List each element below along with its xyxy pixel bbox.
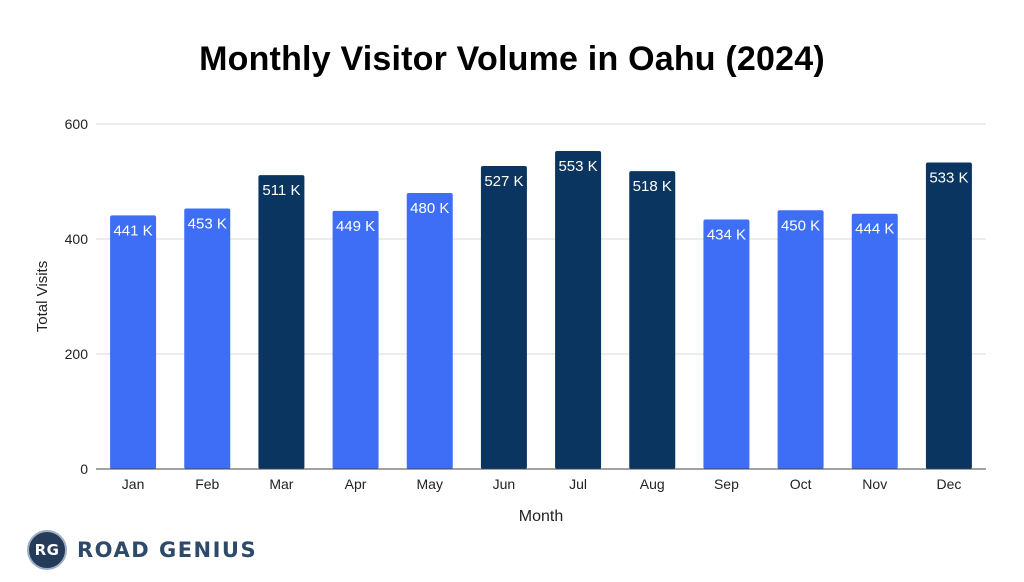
- x-tick-label: Nov: [862, 476, 887, 492]
- y-tick-labels: 0 200 400 600: [65, 116, 89, 477]
- x-tick-label: Apr: [345, 476, 367, 492]
- y-axis-title: Total Visits: [34, 261, 51, 332]
- x-tick-labels: Jan Feb Mar Apr May Jun Jul Aug Sep Oct Nov Dec: [122, 476, 962, 492]
- brand-badge-icon: RG: [27, 530, 67, 570]
- data-label: 444 K: [855, 221, 894, 238]
- bar-aug: [629, 171, 676, 469]
- y-tick-label: 600: [65, 116, 89, 132]
- data-label: 450 K: [781, 217, 820, 234]
- data-label: 434 K: [707, 226, 746, 243]
- x-tick-label: Sep: [714, 476, 739, 492]
- bar-mar: [258, 175, 305, 470]
- data-label: 449 K: [336, 218, 375, 235]
- x-tick-label: Mar: [269, 476, 293, 492]
- brand-name: ROAD GENIUS: [77, 538, 258, 562]
- bar-jan: [110, 215, 157, 469]
- data-label: 480 K: [410, 200, 449, 217]
- data-label: 533 K: [929, 170, 968, 187]
- data-label: 553 K: [558, 158, 597, 175]
- bar-feb: [184, 208, 231, 469]
- x-axis-title: Month: [519, 508, 563, 525]
- bar-nov: [851, 213, 898, 469]
- x-tick-label: Jun: [493, 476, 516, 492]
- brand-logo: RG ROAD GENIUS: [27, 528, 257, 572]
- x-tick-label: Aug: [640, 476, 665, 492]
- bars: [110, 151, 972, 470]
- bar-oct: [777, 210, 824, 469]
- bar-jul: [555, 151, 602, 469]
- x-tick-label: Dec: [936, 476, 961, 492]
- x-tick-label: Feb: [195, 476, 219, 492]
- data-label: 453 K: [188, 216, 227, 233]
- bar-dec: [925, 162, 972, 469]
- bar-jun: [480, 165, 527, 469]
- x-tick-label: Jan: [122, 476, 145, 492]
- chart-title: Monthly Visitor Volume in Oahu (2024): [199, 40, 825, 78]
- y-tick-label: 200: [65, 346, 89, 362]
- data-label: 511 K: [262, 182, 300, 199]
- y-tick-label: 400: [65, 231, 89, 247]
- y-tick-label: 0: [80, 461, 88, 477]
- x-tick-label: Jul: [569, 476, 587, 492]
- bar-sep: [703, 219, 750, 469]
- data-label: 441 K: [113, 222, 152, 239]
- x-tick-label: Oct: [790, 476, 812, 492]
- grid-lines: [96, 123, 986, 355]
- data-label: 527 K: [484, 173, 523, 190]
- bar-may: [406, 193, 453, 469]
- data-label: 518 K: [633, 178, 672, 195]
- x-tick-label: May: [417, 476, 443, 492]
- bar-apr: [332, 210, 379, 469]
- data-labels: 441 K 453 K 511 K 449 K 480 K 527 K 553 K 518 K…: [113, 158, 968, 243]
